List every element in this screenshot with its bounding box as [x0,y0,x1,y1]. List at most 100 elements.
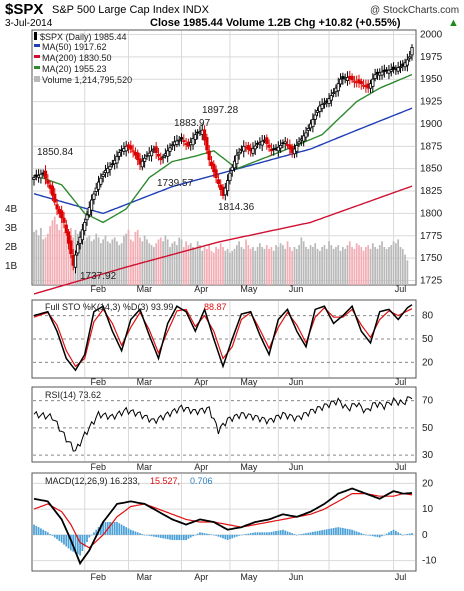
macd-histogram-bar [166,534,169,540]
volume-bar [65,235,68,285]
macd-histogram-bar [111,522,114,535]
volume-bar [312,247,314,285]
month-tick-label: May [240,284,258,294]
macd-histogram-bar [132,530,134,535]
macd-histogram-bar [325,529,328,535]
macd-histogram-bar [67,534,70,549]
legend-swatch-ma200 [34,55,40,58]
legend-ma20: MA(20) 1955.23 [42,64,107,74]
volume-bar [53,216,56,285]
volume-bar [325,248,328,285]
macd-histogram-bar [376,534,379,538]
volume-bar [404,254,406,285]
volume-bar [79,235,81,285]
volume-bar [381,241,383,285]
volume-bar [242,248,245,285]
macd-histogram-bar [249,533,252,535]
volume-bar [88,235,91,285]
volume-bar [113,237,116,285]
macd-histogram-bar [102,522,105,535]
volume-tick-label: 1B [5,261,18,272]
macd-histogram-bar [238,534,240,536]
volume-bar [397,239,400,285]
macd-histogram-bar [141,534,144,535]
volume-bar [247,245,250,285]
macd-histogram-bar [180,534,183,541]
macd-histogram-bar [155,534,158,538]
volume-bar [307,248,310,285]
candle-body [306,128,310,131]
volume-bar [178,237,181,285]
macd-histogram-bar [390,531,393,535]
volume-bar [279,243,282,285]
volume-bar [270,247,273,285]
volume-bar [341,247,344,285]
macd-histogram-bar [256,532,259,535]
macd-histogram-bar [374,534,376,537]
macd-histogram-bar [65,534,68,547]
volume-bar [49,226,51,285]
volume-bar [159,237,162,285]
annotation-1897: 1897.28 [202,105,239,116]
month-tick-label: Mar [137,377,153,387]
macd-histogram-bar [134,531,137,535]
candle-body [39,173,43,179]
macd-histogram-bar [295,534,298,536]
macd-line [33,492,413,549]
volume-bar [173,241,176,285]
symbol-title: $SPX [5,1,43,18]
macd-histogram-bar [339,527,342,535]
macd-histogram-bar [293,534,296,535]
indicator-tick-label: 0 [422,530,428,541]
price-tick-label: 1825 [420,186,443,197]
volume-tick-label: 3B [5,223,18,234]
candle-body [140,160,144,168]
macd-histogram-bar [86,534,88,542]
macd-histogram-bar [42,529,45,535]
trend-arrow: ▲ [448,17,459,29]
candle-body [182,140,186,142]
candle-body [106,167,110,174]
macd-histogram-bar [302,533,305,535]
volume-bar [249,248,252,285]
indicator-tick-label: 30 [422,450,434,461]
volume-bar [231,250,234,285]
month-tick-label: Feb [91,462,107,472]
volume-bar [212,252,215,285]
volume-bar [134,231,137,285]
candle-body [216,179,220,184]
price-tick-label: 1975 [420,52,443,63]
volume-bar [261,247,264,285]
volume-bar [367,245,370,285]
volume-bar [339,250,342,285]
candle-body [32,177,36,180]
macd-histogram-bar [150,534,153,537]
macd-signal-value: 15.527, [150,476,180,486]
macd-label: MACD(12,26,9) 16.233, [45,476,140,486]
macd-histogram-bar [79,534,81,556]
macd-histogram-bar [381,534,383,537]
macd-histogram-bar [300,534,303,535]
candle-body [110,163,114,166]
macd-histogram-bar [118,523,121,535]
macd-histogram-bar [187,534,190,539]
candle-body [99,177,103,185]
candle-body [338,78,343,85]
macd-histogram-bar [341,528,344,535]
macd-histogram-bar [318,530,321,535]
macd-histogram-bar [81,534,84,552]
candle-body [387,69,391,74]
price-tick-label: 1950 [420,74,443,85]
legend-volume: Volume 1,214,795,520 [42,75,132,85]
macd-hist-value: 0.706 [190,476,213,486]
volume-bar [150,245,153,285]
macd-histogram-bar [388,532,390,535]
macd-histogram-bar [194,534,197,536]
macd-histogram-bar [369,534,372,536]
macd-histogram-bar [344,528,347,535]
volume-bar [235,245,238,285]
macd-histogram-bar [116,522,118,535]
volume-bar [369,248,372,285]
macd-histogram-bar [245,534,247,535]
candle-body [329,95,333,101]
